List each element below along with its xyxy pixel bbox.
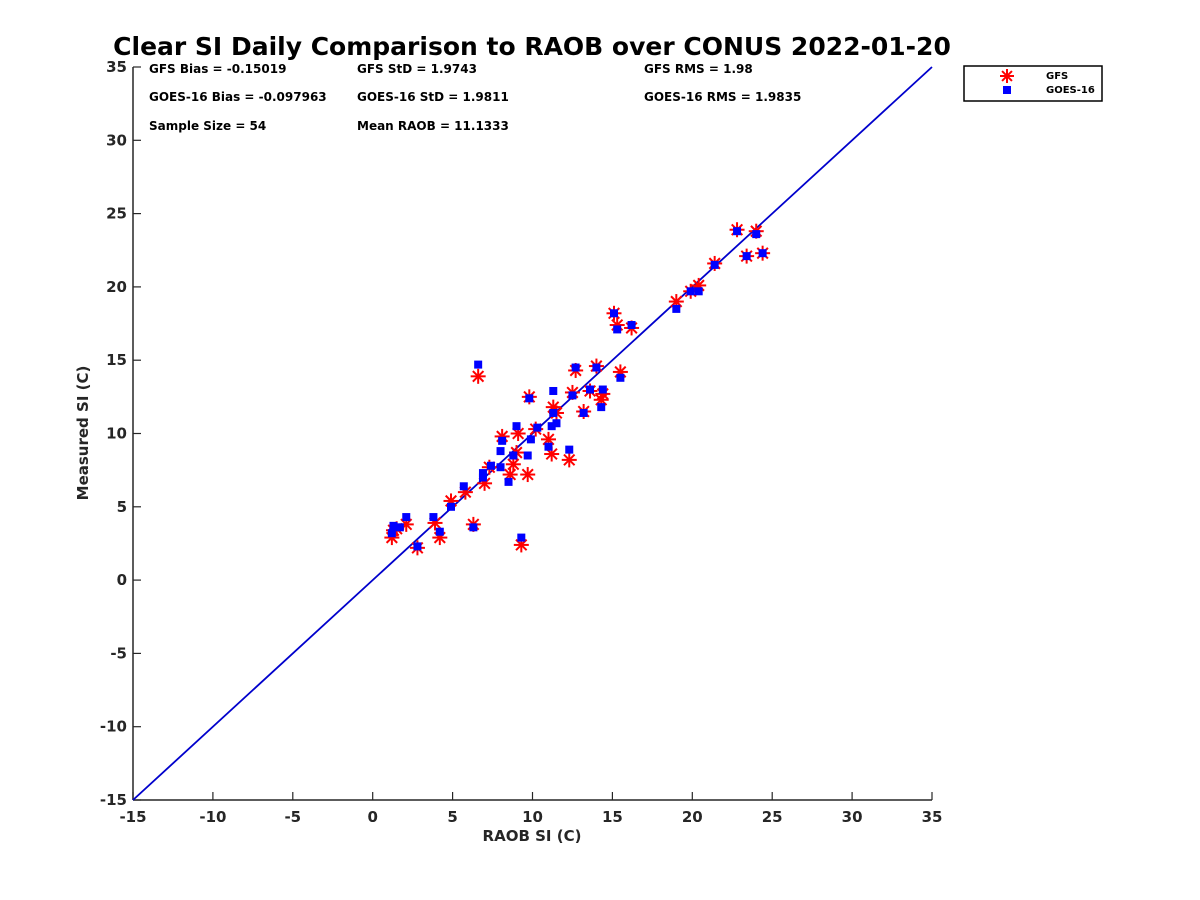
gfs-point — [470, 368, 486, 384]
goes16-point — [686, 287, 695, 296]
goes16-point — [571, 363, 580, 372]
goes16-point — [613, 325, 622, 334]
y-tick-label: -15 — [100, 791, 127, 809]
data-points — [384, 222, 771, 556]
stat-annotation: GFS RMS = 1.98 — [644, 62, 753, 76]
goes16-point — [552, 419, 561, 428]
stat-annotation: GFS StD = 1.9743 — [357, 62, 477, 76]
goes16-point — [512, 422, 521, 431]
goes16-point — [544, 442, 553, 451]
goes16-point — [733, 227, 742, 236]
gfs-point — [561, 452, 577, 468]
x-tick-label: 25 — [762, 808, 783, 826]
stat-annotation: GFS Bias = -0.15019 — [149, 62, 286, 76]
x-tick-label: 15 — [602, 808, 623, 826]
goes16-point — [742, 252, 751, 261]
goes16-point — [517, 533, 526, 542]
goes16-point — [486, 461, 495, 470]
y-axis-label: Measured SI (C) — [74, 366, 92, 501]
goes16-point — [533, 423, 542, 432]
x-tick-label: 20 — [682, 808, 703, 826]
goes16-point — [459, 482, 468, 491]
x-tick-label: 5 — [447, 808, 457, 826]
goes16-point — [478, 469, 487, 478]
goes16-point — [694, 287, 703, 296]
y-tick-label: 15 — [106, 351, 127, 369]
goes16-point — [413, 542, 422, 551]
goes16-point — [672, 304, 681, 313]
goes16-point — [474, 360, 483, 369]
goes16-point — [387, 529, 396, 538]
goes16-point — [504, 477, 513, 486]
goes16-point — [469, 523, 478, 532]
goes16-point — [568, 391, 577, 400]
stat-annotation: Mean RAOB = 11.1333 — [357, 119, 509, 133]
x-tick-label: 35 — [922, 808, 943, 826]
goes16-point — [547, 422, 556, 431]
legend-gfs-marker — [1000, 69, 1014, 83]
goes16-point — [549, 386, 558, 395]
y-tick-label: 10 — [106, 425, 127, 443]
x-tick-label: -10 — [199, 808, 226, 826]
y-tick-label: 20 — [106, 278, 127, 296]
goes16-point — [395, 523, 404, 532]
goes16-point — [523, 451, 532, 460]
legend: GFS GOES-16 — [963, 65, 1103, 102]
x-tick-label: 10 — [522, 808, 543, 826]
axes: -15 -10 -5 0 5 10 15 20 25 30 35 -15 -10 -5 0 5 10 15 20 25… — [100, 58, 943, 826]
goes16-point — [496, 447, 505, 456]
x-tick-label: -15 — [119, 808, 146, 826]
goes16-point — [598, 385, 607, 394]
stat-annotation: Sample Size = 54 — [149, 119, 266, 133]
goes16-point — [478, 473, 487, 482]
stat-annotation: GOES-16 StD = 1.9811 — [357, 90, 509, 104]
goes16-point — [525, 394, 534, 403]
y-tick-label: -5 — [110, 644, 127, 662]
goes16-point — [389, 521, 398, 530]
goes16-point — [509, 451, 518, 460]
goes16-point — [592, 363, 601, 372]
y-tick-label: 35 — [106, 58, 127, 76]
goes16-point — [447, 502, 456, 511]
x-axis-label: RAOB SI (C) — [483, 827, 582, 845]
goes16-point — [586, 385, 595, 394]
legend-box — [963, 65, 1103, 102]
x-tick-label: -5 — [284, 808, 301, 826]
goes16-point — [616, 373, 625, 382]
goes16-point — [565, 445, 574, 454]
goes16-point — [609, 309, 618, 318]
legend-gfs-asterisk — [1000, 69, 1014, 83]
goes16-point — [435, 527, 444, 536]
legend-label-gfs: GFS — [1046, 71, 1068, 82]
goes16-point — [549, 408, 558, 417]
chart-title: Clear SI Daily Comparison to RAOB over C… — [113, 32, 951, 61]
goes16-point — [402, 513, 411, 522]
y-tick-label: 25 — [106, 205, 127, 223]
y-tick-label: 5 — [117, 498, 127, 516]
goes16-point — [496, 463, 505, 472]
y-tick-label: 0 — [117, 571, 127, 589]
x-tick-label: 30 — [842, 808, 863, 826]
goes16-point — [429, 513, 438, 522]
legend-label-goes16: GOES-16 — [1046, 85, 1095, 96]
statistics-annotations: GFS Bias = -0.15019 GFS StD = 1.9743 GFS R… — [149, 62, 801, 133]
stat-annotation: GOES-16 Bias = -0.097963 — [149, 90, 327, 104]
legend-goes16-marker — [1003, 86, 1011, 94]
goes16-point — [627, 321, 636, 330]
y-tick-label: 30 — [106, 131, 127, 149]
y-tick-label: -10 — [100, 718, 127, 736]
stat-annotation: GOES-16 RMS = 1.9835 — [644, 90, 801, 104]
goes16-point — [579, 408, 588, 417]
goes16-point — [710, 260, 719, 269]
goes16-point — [597, 403, 606, 412]
goes16-point — [526, 435, 535, 444]
goes16-point — [758, 249, 767, 258]
goes16-point — [752, 230, 761, 239]
x-tick-label: 0 — [367, 808, 377, 826]
gfs-point — [520, 467, 536, 483]
goes16-point — [498, 436, 507, 445]
